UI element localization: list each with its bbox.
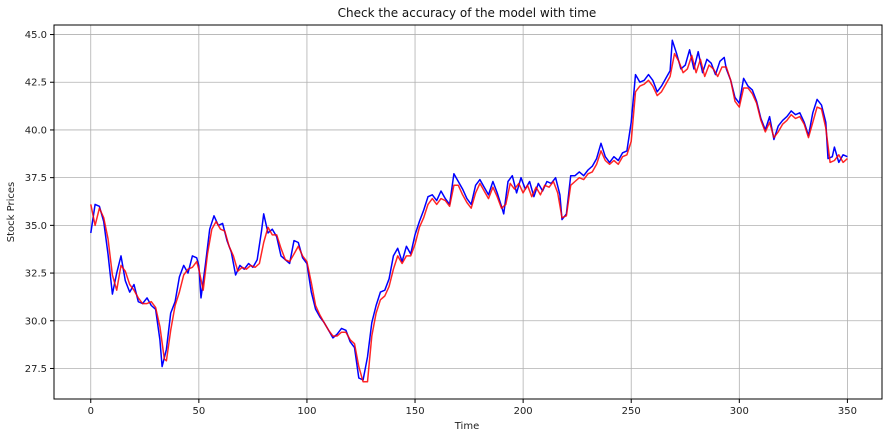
x-tick-label: 250	[622, 406, 641, 417]
y-tick-label: 40.0	[25, 125, 47, 136]
y-tick-label: 45.0	[25, 30, 47, 41]
y-tick-label: 42.5	[25, 78, 47, 89]
y-tick-label: 35.0	[25, 221, 47, 232]
y-tick-label: 30.0	[25, 316, 47, 327]
x-tick-label: 300	[730, 406, 749, 417]
x-axis-title: Time	[454, 421, 479, 432]
series-line-blue	[90, 39, 848, 381]
x-tick-label: 150	[405, 406, 424, 417]
x-tick-label: 50	[192, 406, 205, 417]
x-tick-label: 350	[838, 406, 857, 417]
chart-title: Check the accuracy of the model with tim…	[338, 6, 597, 20]
x-tick-label: 200	[514, 406, 533, 417]
x-axis-ticks: 0 50 100 150 200 250 300 350	[88, 399, 857, 417]
y-axis-title: Stock Prices	[6, 182, 17, 242]
x-tick-label: 0	[88, 406, 94, 417]
y-tick-label: 37.5	[25, 173, 47, 184]
series-line-red	[90, 52, 848, 383]
series-lines	[90, 39, 848, 383]
y-tick-label: 32.5	[25, 269, 47, 280]
y-tick-label: 27.5	[25, 364, 47, 375]
grid-lines	[54, 25, 882, 399]
y-axis-ticks: 27.5 30.0 32.5 35.0 37.5 40.0 42.5 45.0	[25, 30, 54, 375]
x-tick-label: 100	[297, 406, 316, 417]
plot-area-frame	[53, 24, 883, 400]
